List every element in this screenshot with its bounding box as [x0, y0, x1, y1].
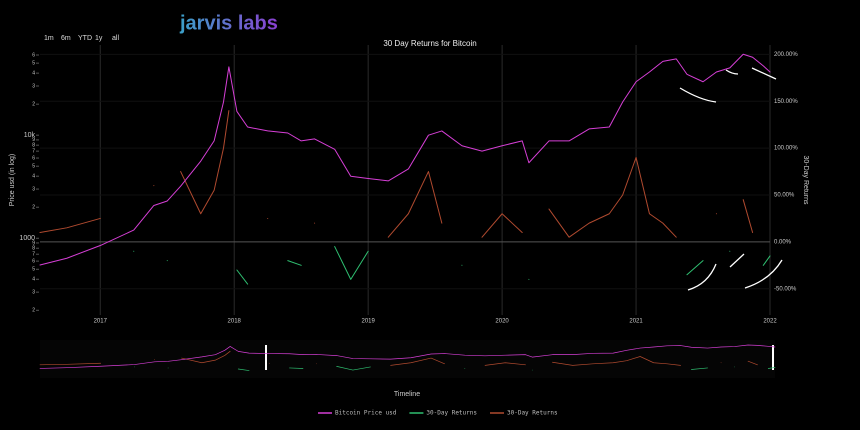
series-line: [39, 110, 754, 238]
y-tick-label: 3: [32, 186, 35, 192]
annotation-curve: [679, 87, 717, 103]
range-button[interactable]: 1y: [95, 35, 103, 42]
logo: jarvis labs: [179, 12, 278, 34]
y-tick-label: 5: [32, 60, 35, 66]
navigator-background: [40, 340, 775, 378]
legend: Bitcoin Price usd 30-Day Returns 30-Day Re…: [318, 410, 558, 417]
x-tick-label: 2021: [629, 319, 643, 325]
range-button[interactable]: all: [112, 35, 119, 42]
range-button[interactable]: 1m: [44, 35, 54, 42]
y-tick-label: 3: [32, 83, 35, 89]
navigator: [39, 340, 776, 378]
range-selector: 1m 6m YTD 1y all: [44, 35, 119, 42]
y2-axis-label: 30-Day Returns: [802, 155, 809, 205]
y-tick-label: 5: [32, 164, 35, 170]
annotation-curve: [687, 263, 717, 291]
y-tick-label: 8: [32, 246, 35, 252]
legend-label[interactable]: 30-Day Returns: [507, 410, 558, 417]
series-line: [134, 366, 776, 371]
y-tick-label: 6: [32, 155, 35, 161]
series-line: [133, 246, 771, 285]
y-tick-label: 4: [32, 174, 35, 180]
annotation-curve: [751, 67, 777, 80]
y-tick-label: 4: [32, 277, 35, 283]
y-axis-label: Price usd (in log): [9, 154, 16, 207]
y-tick-label: 8: [32, 143, 35, 149]
annotations: [679, 67, 783, 291]
y-tick-label: 3: [32, 289, 35, 295]
y-tick-label: 2: [32, 205, 35, 211]
y-tick-label: 7: [32, 148, 35, 154]
y2-tick-label: 150.00%: [774, 99, 798, 105]
legend-label[interactable]: 30-Day Returns: [426, 410, 477, 417]
y2-tick-label: 50.00%: [774, 193, 795, 199]
x-axis-label: Timeline: [394, 391, 420, 398]
legend-label[interactable]: Bitcoin Price usd: [335, 410, 397, 417]
annotation-curve: [725, 69, 739, 75]
series-line: [39, 344, 776, 369]
y-tick-label: 6: [32, 258, 35, 264]
y-tick-label: 10k: [24, 132, 36, 139]
y2-tick-label: 100.00%: [774, 146, 798, 152]
y-tick-label: 1000: [19, 235, 35, 242]
x-tick-label: 2017: [94, 319, 108, 325]
y2-tick-label: 0.00%: [774, 239, 792, 245]
y-tick-label: 2: [32, 101, 35, 107]
chart-title: 30 Day Returns for Bitcoin: [383, 39, 476, 48]
y2-tick-label: 200.00%: [774, 52, 798, 58]
x-tick-label: 2022: [763, 319, 777, 325]
annotation-curve: [744, 259, 783, 289]
plot-area: 2017 2018 2019 2020 2021 20222345678910002345…: [19, 45, 798, 325]
y-tick-label: 9: [32, 240, 35, 246]
annotation-curve: [729, 253, 745, 268]
y2-tick-label: -50.00%: [774, 286, 797, 292]
series-line: [39, 350, 758, 366]
y-tick-label: 6: [32, 52, 35, 58]
range-button[interactable]: 6m: [61, 35, 71, 42]
x-tick-label: 2019: [361, 319, 375, 325]
range-button[interactable]: YTD: [78, 35, 92, 42]
y-tick-label: 9: [32, 137, 35, 143]
y-tick-label: 2: [32, 308, 35, 314]
x-tick-label: 2020: [495, 319, 509, 325]
y-tick-label: 5: [32, 267, 35, 273]
y-tick-label: 7: [32, 252, 35, 258]
series-line: [39, 53, 771, 266]
x-tick-label: 2018: [228, 319, 242, 325]
y-tick-label: 4: [32, 70, 35, 76]
